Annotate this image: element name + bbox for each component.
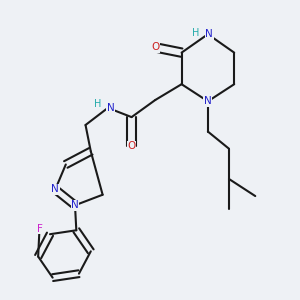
Text: O: O xyxy=(128,141,136,151)
Text: N: N xyxy=(205,29,213,39)
Text: N: N xyxy=(107,103,114,113)
Text: H: H xyxy=(94,99,101,109)
Text: H: H xyxy=(192,28,200,38)
Text: N: N xyxy=(51,184,59,194)
Text: N: N xyxy=(204,96,212,106)
Text: N: N xyxy=(71,200,79,210)
Text: F: F xyxy=(37,224,42,234)
Text: O: O xyxy=(151,42,159,52)
